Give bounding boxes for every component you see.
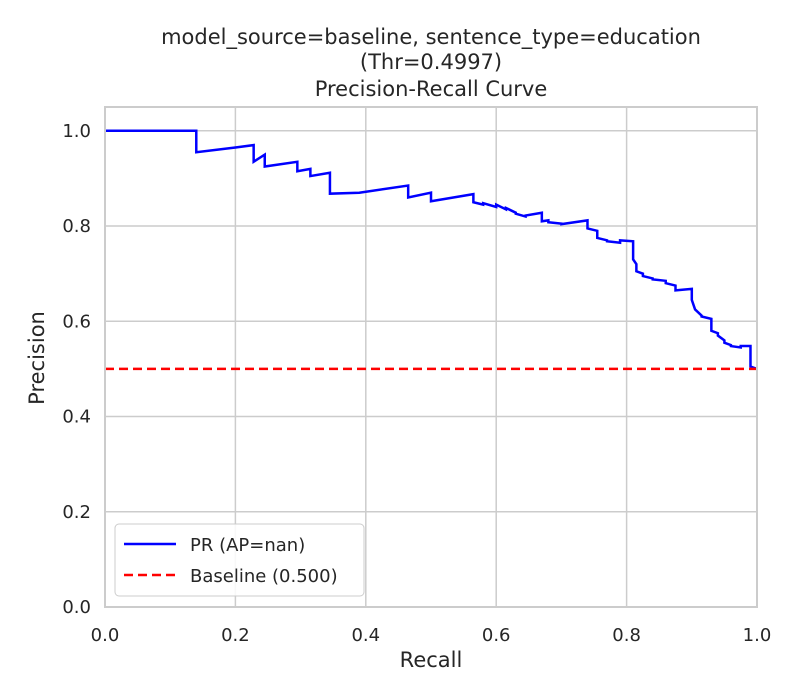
chart-title: model_source=baseline, sentence_type=edu…: [161, 25, 701, 101]
series-layer: [105, 129, 758, 371]
legend-box: [114, 523, 365, 597]
x-tick-label: 0.2: [221, 625, 250, 646]
x-axis-label: Recall: [400, 648, 463, 672]
title-line-3: Precision-Recall Curve: [315, 77, 548, 101]
x-tick-label: 0.0: [91, 625, 120, 646]
y-tick-label: 1.0: [62, 121, 91, 142]
y-tick-label: 0.0: [62, 597, 91, 618]
x-tick-label: 0.6: [482, 625, 511, 646]
legend-label-baseline: Baseline (0.500): [190, 566, 338, 587]
y-tick-label: 0.8: [62, 216, 91, 237]
plot-frame: [104, 106, 758, 608]
y-tick-label: 0.6: [62, 311, 91, 332]
title-line-1: model_source=baseline, sentence_type=edu…: [161, 25, 701, 50]
x-tick-label: 0.8: [612, 625, 641, 646]
x-tick-label: 1.0: [743, 625, 772, 646]
tick-labels: 0.0 0.2 0.4 0.6 0.8 1.0 0.0 0.2 0.4 0.6 0.8 1.0: [62, 121, 771, 646]
legend: PR (AP=nan) Baseline (0.500): [114, 523, 365, 597]
legend-label-pr: PR (AP=nan): [190, 535, 305, 556]
y-tick-label: 0.4: [62, 407, 91, 428]
x-tick-label: 0.4: [351, 625, 380, 646]
pr-curve-line: [105, 129, 758, 371]
y-axis-label: Precision: [25, 311, 49, 405]
y-tick-label: 0.2: [62, 502, 91, 523]
title-line-2: (Thr=0.4997): [360, 50, 502, 74]
